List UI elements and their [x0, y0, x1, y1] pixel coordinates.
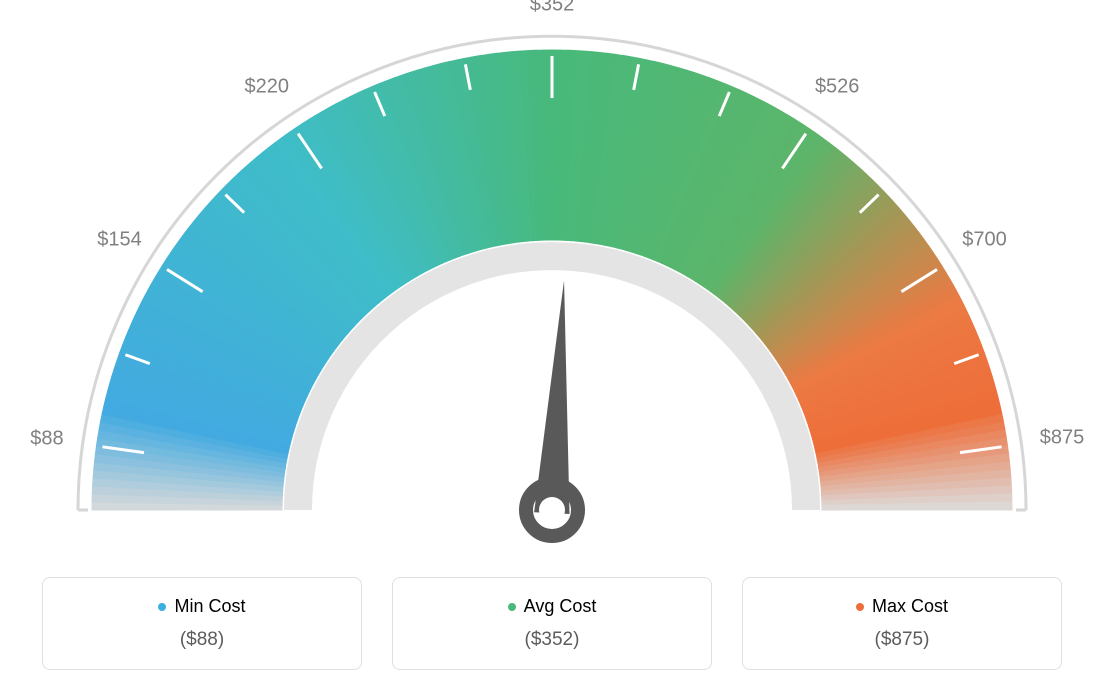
cost-gauge-widget: $88 $154 $220 $352 $526 $700 $875 Min Cost ($8…: [0, 0, 1104, 690]
gauge-tick-label: $526: [815, 76, 860, 99]
dot-icon: [508, 603, 516, 611]
legend-title-max: Max Cost: [856, 596, 948, 617]
legend-title-text: Min Cost: [174, 596, 245, 617]
legend-card-max: Max Cost ($875): [742, 577, 1062, 670]
legend-value-avg: ($352): [403, 629, 701, 651]
gauge-tick-label: $352: [530, 0, 575, 17]
gauge-tick-label: $88: [30, 428, 63, 451]
legend-card-min: Min Cost ($88): [42, 577, 362, 670]
legend-title-text: Max Cost: [872, 596, 948, 617]
gauge-tick-label: $154: [97, 228, 142, 251]
legend-card-avg: Avg Cost ($352): [392, 577, 712, 670]
legend-value-max: ($875): [753, 629, 1051, 651]
legend-title-text: Avg Cost: [524, 596, 597, 617]
legend-value-min: ($88): [53, 629, 351, 651]
dot-icon: [856, 603, 864, 611]
legend-title-avg: Avg Cost: [508, 596, 597, 617]
legend-row: Min Cost ($88) Avg Cost ($352) Max Cost …: [0, 577, 1104, 670]
gauge-chart: $88 $154 $220 $352 $526 $700 $875: [0, 0, 1104, 560]
gauge-tick-label: $875: [1040, 427, 1085, 450]
legend-title-min: Min Cost: [158, 596, 245, 617]
dot-icon: [158, 603, 166, 611]
gauge-tick-label: $220: [245, 76, 290, 99]
gauge-tick-label: $700: [962, 228, 1007, 251]
